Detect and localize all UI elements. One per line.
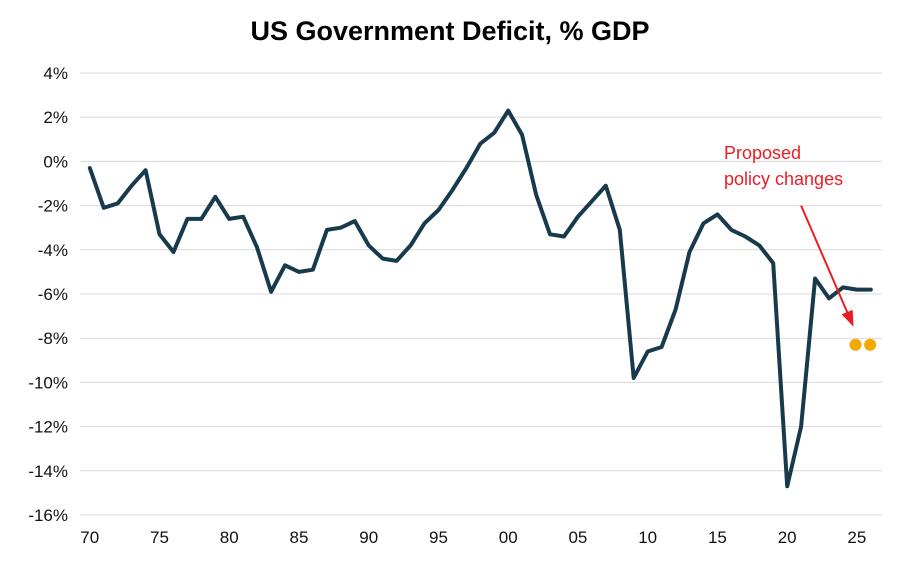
y-tick-label: -8% [38, 329, 68, 348]
y-tick-label: -6% [38, 285, 68, 304]
annotation-layer [800, 205, 854, 327]
x-tick-label: 75 [150, 528, 169, 547]
y-tick-label: 4% [43, 64, 68, 83]
y-tick-label: -2% [38, 197, 68, 216]
x-tick-label: 70 [80, 528, 99, 547]
y-tick-label: -10% [28, 373, 68, 392]
annotation-arrow [800, 205, 854, 327]
proposed-policy-dot [864, 338, 877, 351]
annotation-text-line2: policy changes [724, 169, 843, 189]
deficit-series-layer [87, 108, 877, 489]
x-tick-label: 00 [499, 528, 518, 547]
x-tick-label: 80 [220, 528, 239, 547]
x-tick-label: 90 [359, 528, 378, 547]
axis-labels-layer: 4% 2% 0% -2% -4% -6% -8% -10% -12% -14% -16% 70 75 80… [28, 64, 866, 547]
proposed-policy-dot [849, 338, 862, 351]
x-tick-label: 15 [708, 528, 727, 547]
y-tick-label: -16% [28, 506, 68, 525]
gridlines-layer [80, 72, 882, 516]
x-tick-label: 85 [290, 528, 309, 547]
x-tick-label: 95 [429, 528, 448, 547]
y-tick-label: -4% [38, 241, 68, 260]
y-tick-label: 0% [43, 152, 68, 171]
deficit-line [87, 108, 873, 489]
chart-title: US Government Deficit, % GDP [250, 16, 649, 46]
x-tick-label: 05 [568, 528, 587, 547]
y-tick-label: 2% [43, 108, 68, 127]
annotation-text-line1: Proposed [724, 143, 801, 163]
x-tick-label: 25 [847, 528, 866, 547]
x-tick-label: 10 [638, 528, 657, 547]
y-tick-label: -14% [28, 462, 68, 481]
y-tick-label: -12% [28, 418, 68, 437]
x-tick-label: 20 [778, 528, 797, 547]
